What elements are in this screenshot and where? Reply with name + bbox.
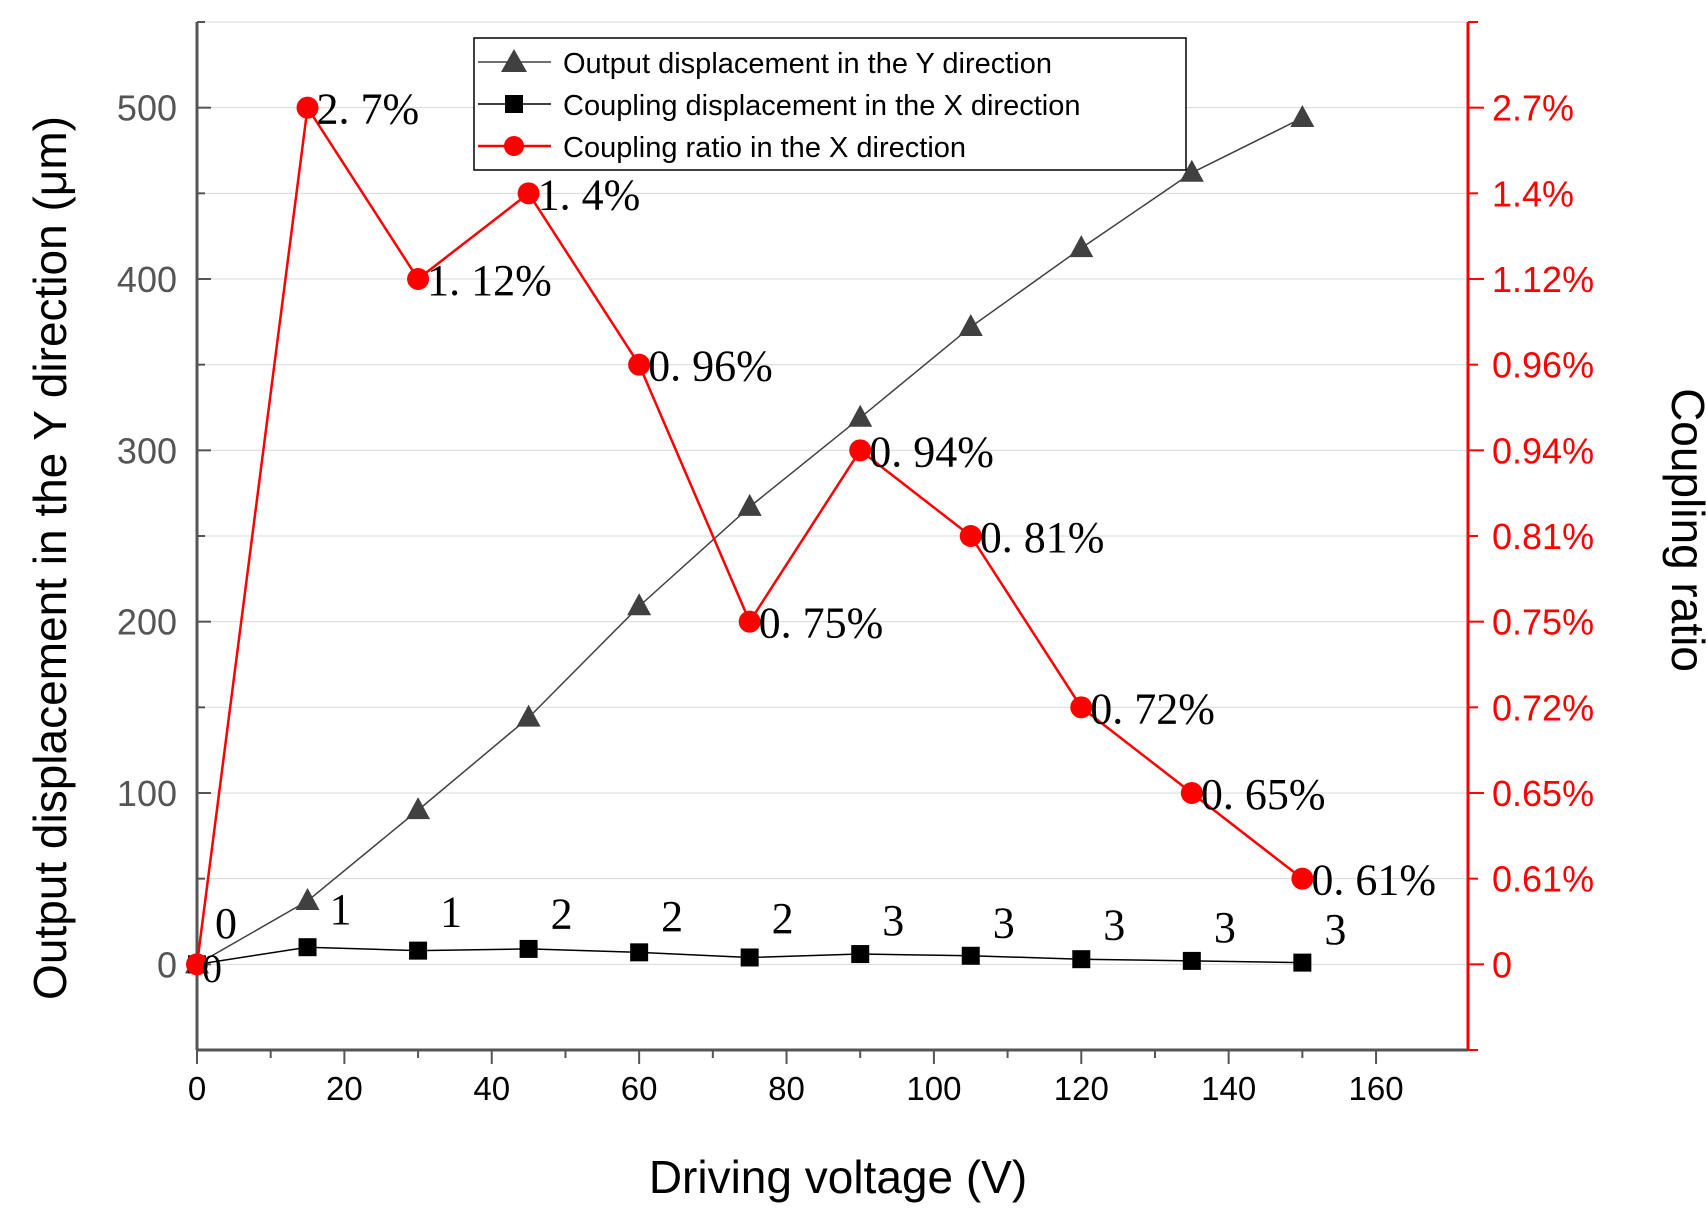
coupling-ratio-point [738, 610, 761, 633]
y-output-point [406, 797, 431, 820]
y2-tick-label: 2.7% [1492, 88, 1574, 129]
x-coupling-data-label: 3 [1103, 901, 1125, 950]
x-coupling-data-label: 1 [440, 887, 462, 936]
x-tick-label: 40 [473, 1070, 510, 1107]
coupling-ratio-point [849, 439, 872, 462]
coupling-ratio-point [186, 953, 208, 976]
coupling-ratio-data-label: 0. 81% [980, 513, 1105, 562]
x-coupling-data-label-origin: 0 [202, 946, 222, 991]
x-coupling-point [851, 945, 870, 964]
coupling-ratio-data-label: 1. 4% [538, 170, 641, 219]
y-output-point [1069, 235, 1094, 258]
coupling-ratio-data-label: 0. 94% [869, 427, 994, 476]
y-output-point [737, 493, 762, 516]
x-coupling-data-label: 2 [551, 890, 573, 939]
series-y-output-line [196, 117, 1303, 965]
x-coupling-point [1182, 951, 1201, 970]
y-tick-label: 100 [117, 773, 177, 814]
y-axis-title: Output displacement in the Y direction (… [24, 116, 76, 1000]
x-coupling-data-label: 2 [661, 892, 683, 941]
legend-label-coupling-ratio: Coupling ratio in the X direction [563, 132, 966, 164]
legend: Output displacement in the Y direction C… [473, 37, 1187, 171]
coupling-ratio-point [296, 96, 319, 119]
y2-axis-title: Coupling ratio [1662, 388, 1706, 672]
coupling-ratio-point [1070, 696, 1093, 719]
x-coupling-data-label: 0 [215, 899, 237, 948]
y-tick-label: 200 [117, 602, 177, 643]
coupling-ratio-point [517, 182, 540, 205]
y2-tick-label: 0.75% [1492, 602, 1594, 643]
y-output-point [1179, 159, 1204, 182]
data-labels: 0 1 1 2 2 2 3 3 3 3 3 0 2. 7% 1. 12% 1. 4% 0. 96% 0. 75%… [202, 85, 1436, 991]
x-coupling-data-label: 3 [993, 898, 1015, 947]
y-output-point [1290, 104, 1315, 127]
y-output-point [627, 593, 652, 616]
legend-circle-marker [504, 136, 524, 156]
x-tick-label: 140 [1201, 1070, 1256, 1107]
x-coupling-point [961, 946, 980, 965]
coupling-ratio-point [959, 525, 982, 547]
x-coupling-point [298, 938, 317, 957]
x-axis-title: Driving voltage (V) [649, 1151, 1027, 1203]
y-tick-label: 300 [117, 430, 177, 471]
y-output-point [516, 704, 541, 727]
coupling-ratio-data-label: 1. 12% [427, 256, 552, 305]
y-output-point [848, 404, 873, 427]
legend-triangle-marker [501, 49, 527, 72]
x-coupling-data-label: 3 [882, 896, 904, 945]
x-tick-label: 160 [1349, 1070, 1404, 1107]
x-coupling-data-label: 3 [1324, 905, 1346, 954]
coupling-ratio-point [1291, 867, 1314, 890]
y-tick-label: 400 [117, 259, 177, 300]
x-tick-label: 80 [768, 1070, 805, 1107]
y2-tick-label: 0.94% [1492, 430, 1594, 471]
y2-tick-label: 0 [1492, 944, 1512, 985]
x-coupling-point [519, 939, 538, 958]
coupling-ratio-data-label: 0. 72% [1090, 684, 1215, 733]
y2-tick-label: 1.12% [1492, 259, 1594, 300]
coupling-ratio-data-label: 0. 96% [648, 342, 773, 391]
legend-square-marker [505, 95, 523, 113]
y-output-point [958, 313, 983, 336]
x-coupling-data-label: 3 [1214, 903, 1236, 952]
y2-tick-label: 0.61% [1492, 859, 1594, 900]
x-coupling-point [740, 948, 759, 967]
coupling-ratio-data-label: 2. 7% [317, 85, 420, 134]
coupling-ratio-point [407, 268, 430, 290]
coupling-ratio-point [1180, 782, 1203, 804]
y2-tick-label: 1.4% [1492, 173, 1574, 214]
x-coupling-point [630, 943, 649, 962]
series [185, 96, 1315, 976]
x-tick-label: 20 [326, 1070, 363, 1107]
y-tick-label: 0 [157, 944, 177, 985]
y-output-point [295, 887, 320, 910]
x-coupling-data-label: 2 [772, 894, 794, 943]
coupling-ratio-data-label: 0. 65% [1201, 770, 1326, 819]
x-coupling-point [409, 941, 428, 960]
axes: 0 20 40 60 80 100 120 140 160010020030040050000.… [117, 21, 1594, 1107]
x-tick-label: 60 [621, 1070, 658, 1107]
coupling-ratio-point [628, 353, 651, 376]
y-tick-label: 500 [117, 88, 177, 129]
legend-label-y-output: Output displacement in the Y direction [563, 48, 1052, 80]
x-tick-label: 100 [906, 1070, 961, 1107]
x-tick-label: 0 [188, 1070, 206, 1107]
x-coupling-point [1072, 950, 1091, 969]
gridlines [197, 21, 1468, 965]
y2-tick-label: 0.81% [1492, 516, 1594, 557]
coupling-ratio-data-label: 0. 75% [759, 599, 884, 648]
legend-box [473, 37, 1187, 171]
y2-tick-label: 0.96% [1492, 345, 1594, 386]
y2-tick-label: 0.65% [1492, 773, 1594, 814]
y2-tick-label: 0.72% [1492, 687, 1594, 728]
x-coupling-point [1293, 953, 1312, 972]
x-coupling-data-label: 1 [330, 885, 352, 934]
coupling-ratio-data-label: 0. 61% [1311, 856, 1436, 905]
legend-label-x-coupling: Coupling displacement in the X direction [563, 90, 1080, 122]
x-tick-label: 120 [1054, 1070, 1109, 1107]
